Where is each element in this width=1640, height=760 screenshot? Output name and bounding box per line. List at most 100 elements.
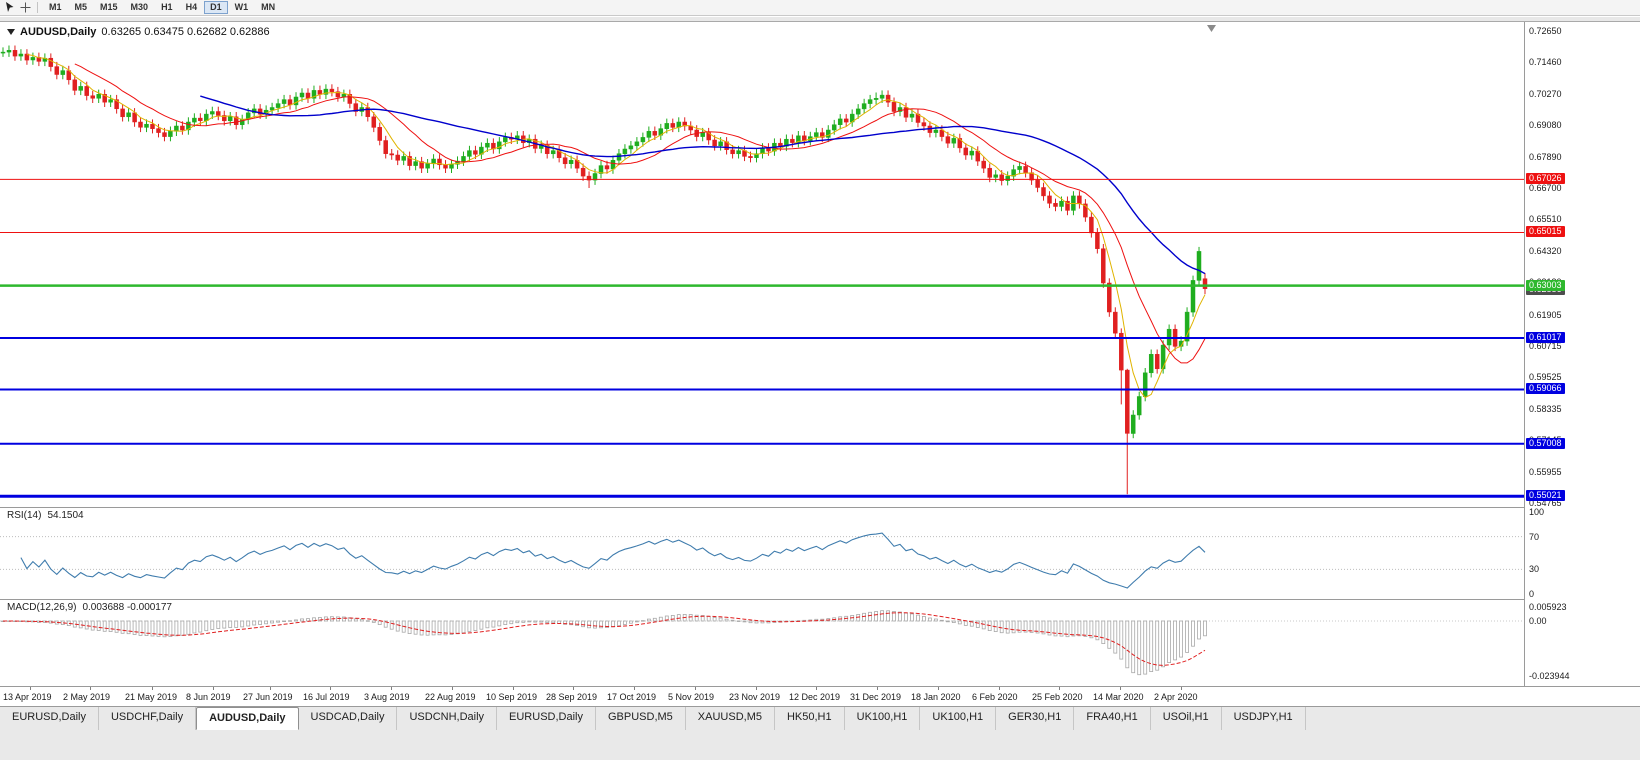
date-tick — [695, 687, 696, 690]
chart-tab-11-ger30-h1[interactable]: GER30,H1 — [996, 707, 1075, 730]
date-label: 3 Aug 2019 — [364, 692, 410, 702]
panel-separator-rsi[interactable] — [0, 507, 1640, 508]
main-chart-svg[interactable] — [0, 22, 1524, 507]
panel-separator-macd[interactable] — [0, 599, 1640, 600]
date-tick — [330, 687, 331, 690]
date-tick — [756, 687, 757, 690]
date-label: 12 Dec 2019 — [789, 692, 841, 702]
date-label: 27 Jun 2019 — [243, 692, 293, 702]
date-tick — [513, 687, 514, 690]
timeframe-button-w1[interactable]: W1 — [229, 1, 255, 14]
timeframe-button-m5[interactable]: M5 — [69, 1, 94, 14]
macd-axis-label: -0.023944 — [1529, 671, 1570, 681]
macd-label: MACD(12,26,9) — [7, 602, 77, 613]
crosshair-icon[interactable] — [18, 1, 32, 14]
date-tick — [999, 687, 1000, 690]
rsi-svg[interactable] — [0, 508, 1524, 599]
date-tick — [152, 687, 153, 690]
price-axis[interactable]: 0.72650 0.71460 0.70270 0.69080 0.67890 0.667… — [1525, 22, 1640, 686]
date-label: 25 Feb 2020 — [1032, 692, 1083, 702]
timeframe-buttons: M1 M5 M15 M30 H1 H4 D1 W1 MN — [43, 1, 281, 14]
timeframe-button-h1[interactable]: H1 — [155, 1, 179, 14]
rsi-title: RSI(14) 54.1504 — [7, 510, 84, 521]
macd-title: MACD(12,26,9) 0.003688 -0.000177 — [7, 602, 172, 613]
cursor-pointer-icon[interactable] — [3, 1, 17, 14]
toolbar-separator — [37, 2, 38, 13]
chart-tab-6-gbpusd-m5[interactable]: GBPUSD,M5 — [596, 707, 686, 730]
date-label: 14 Mar 2020 — [1093, 692, 1144, 702]
date-label: 5 Nov 2019 — [668, 692, 715, 702]
date-label: 18 Jan 2020 — [911, 692, 961, 702]
price-tag-0.63003: 0.63003 — [1526, 280, 1565, 291]
price-tag-0.67026: 0.67026 — [1526, 173, 1565, 184]
timeframe-button-m15[interactable]: M15 — [94, 1, 124, 14]
date-label: 8 Jun 2019 — [186, 692, 231, 702]
top-toolbar: M1 M5 M15 M30 H1 H4 D1 W1 MN — [0, 0, 1640, 16]
date-tick — [30, 687, 31, 690]
rsi-axis-label: 0 — [1529, 589, 1535, 599]
chart-tab-14-usdjpy-h1[interactable]: USDJPY,H1 — [1221, 707, 1306, 730]
timeframe-button-m30[interactable]: M30 — [125, 1, 155, 14]
timeframe-button-m1[interactable]: M1 — [43, 1, 68, 14]
price-axis-label: 0.61905 — [1529, 310, 1562, 320]
rsi-line — [20, 532, 1206, 589]
macd-signal-line — [3, 612, 1206, 666]
price-axis-label: 0.59525 — [1529, 372, 1562, 382]
chart-tab-5-eurusd-daily[interactable]: EURUSD,Daily — [497, 707, 596, 730]
chart-tab-4-usdcnh-daily[interactable]: USDCNH,Daily — [397, 707, 498, 730]
date-tick — [1181, 687, 1182, 690]
chart-tab-12-fra40-h1[interactable]: FRA40,H1 — [1074, 707, 1151, 730]
ma-line-34 — [200, 95, 1206, 275]
chart-tab-1-usdchf-daily[interactable]: USDCHF,Daily — [98, 707, 197, 730]
rsi-value: 54.1504 — [47, 510, 84, 521]
timeframe-button-h4[interactable]: H4 — [180, 1, 204, 14]
ma-line-5 — [26, 54, 1206, 399]
candles-group — [0, 45, 1208, 495]
price-tag-0.61017: 0.61017 — [1526, 332, 1565, 343]
chart-tab-7-xauusd-m5[interactable]: XAUUSD,M5 — [685, 707, 775, 730]
chart-ohlc-values: 0.63265 0.63475 0.62682 0.62886 — [101, 26, 270, 38]
date-label: 23 Nov 2019 — [729, 692, 781, 702]
panel-separator-dates — [0, 686, 1640, 687]
bottom-tab-bar: EURUSD,Daily USDCHF,Daily AUDUSD,Daily USDC… — [0, 707, 1640, 730]
chart-tab-0-eurusd-daily[interactable]: EURUSD,Daily — [0, 707, 99, 730]
chart-tab-2-audusd-daily[interactable]: AUDUSD,Daily — [196, 707, 299, 730]
rsi-axis-label: 100 — [1529, 507, 1545, 517]
chart-tab-3-usdcad-daily[interactable]: USDCAD,Daily — [298, 707, 398, 730]
price-axis-label: 0.71460 — [1529, 57, 1562, 67]
chart-tab-13-usoil-h1[interactable]: USOil,H1 — [1150, 707, 1222, 730]
date-tick — [816, 687, 817, 690]
date-axis[interactable]: 13 Apr 2019 2 May 2019 21 May 2019 8 Jun 20… — [0, 687, 1640, 706]
price-axis-label: 0.60715 — [1529, 341, 1562, 351]
bottom-tab-bar-container: EURUSD,Daily USDCHF,Daily AUDUSD,Daily USDC… — [0, 706, 1640, 760]
date-label: 2 May 2019 — [63, 692, 111, 702]
price-axis-label: 0.72650 — [1529, 26, 1562, 36]
date-tick — [270, 687, 271, 690]
price-tag-0.65015: 0.65015 — [1526, 226, 1565, 237]
date-label: 22 Aug 2019 — [425, 692, 476, 702]
date-label: 31 Dec 2019 — [850, 692, 902, 702]
chart-tab-9-uk100-h1[interactable]: UK100,H1 — [844, 707, 921, 730]
price-axis-label: 0.55955 — [1529, 467, 1562, 477]
macd-axis-label: 0.00 — [1529, 616, 1547, 626]
chart-tab-8-hk50-h1[interactable]: HK50,H1 — [774, 707, 845, 730]
price-axis-label: 0.65510 — [1529, 214, 1562, 224]
date-label: 6 Feb 2020 — [972, 692, 1018, 702]
price-axis-label: 0.69080 — [1529, 120, 1562, 130]
macd-axis-label: 0.005923 — [1529, 602, 1567, 612]
date-tick — [877, 687, 878, 690]
price-axis-label: 0.54765 — [1529, 498, 1562, 508]
date-tick — [573, 687, 574, 690]
date-label: 17 Oct 2019 — [607, 692, 657, 702]
date-tick — [213, 687, 214, 690]
macd-svg[interactable] — [0, 600, 1524, 686]
chart-tab-10-uk100-h1[interactable]: UK100,H1 — [920, 707, 997, 730]
date-tick — [391, 687, 392, 690]
timeframe-button-d1[interactable]: D1 — [204, 1, 228, 14]
date-label: 13 Apr 2019 — [3, 692, 52, 702]
price-axis-label: 0.58335 — [1529, 404, 1562, 414]
date-label: 21 May 2019 — [125, 692, 178, 702]
rsi-axis-label: 70 — [1529, 532, 1540, 542]
timeframe-button-mn[interactable]: MN — [255, 1, 281, 14]
price-axis-label: 0.67890 — [1529, 152, 1562, 162]
